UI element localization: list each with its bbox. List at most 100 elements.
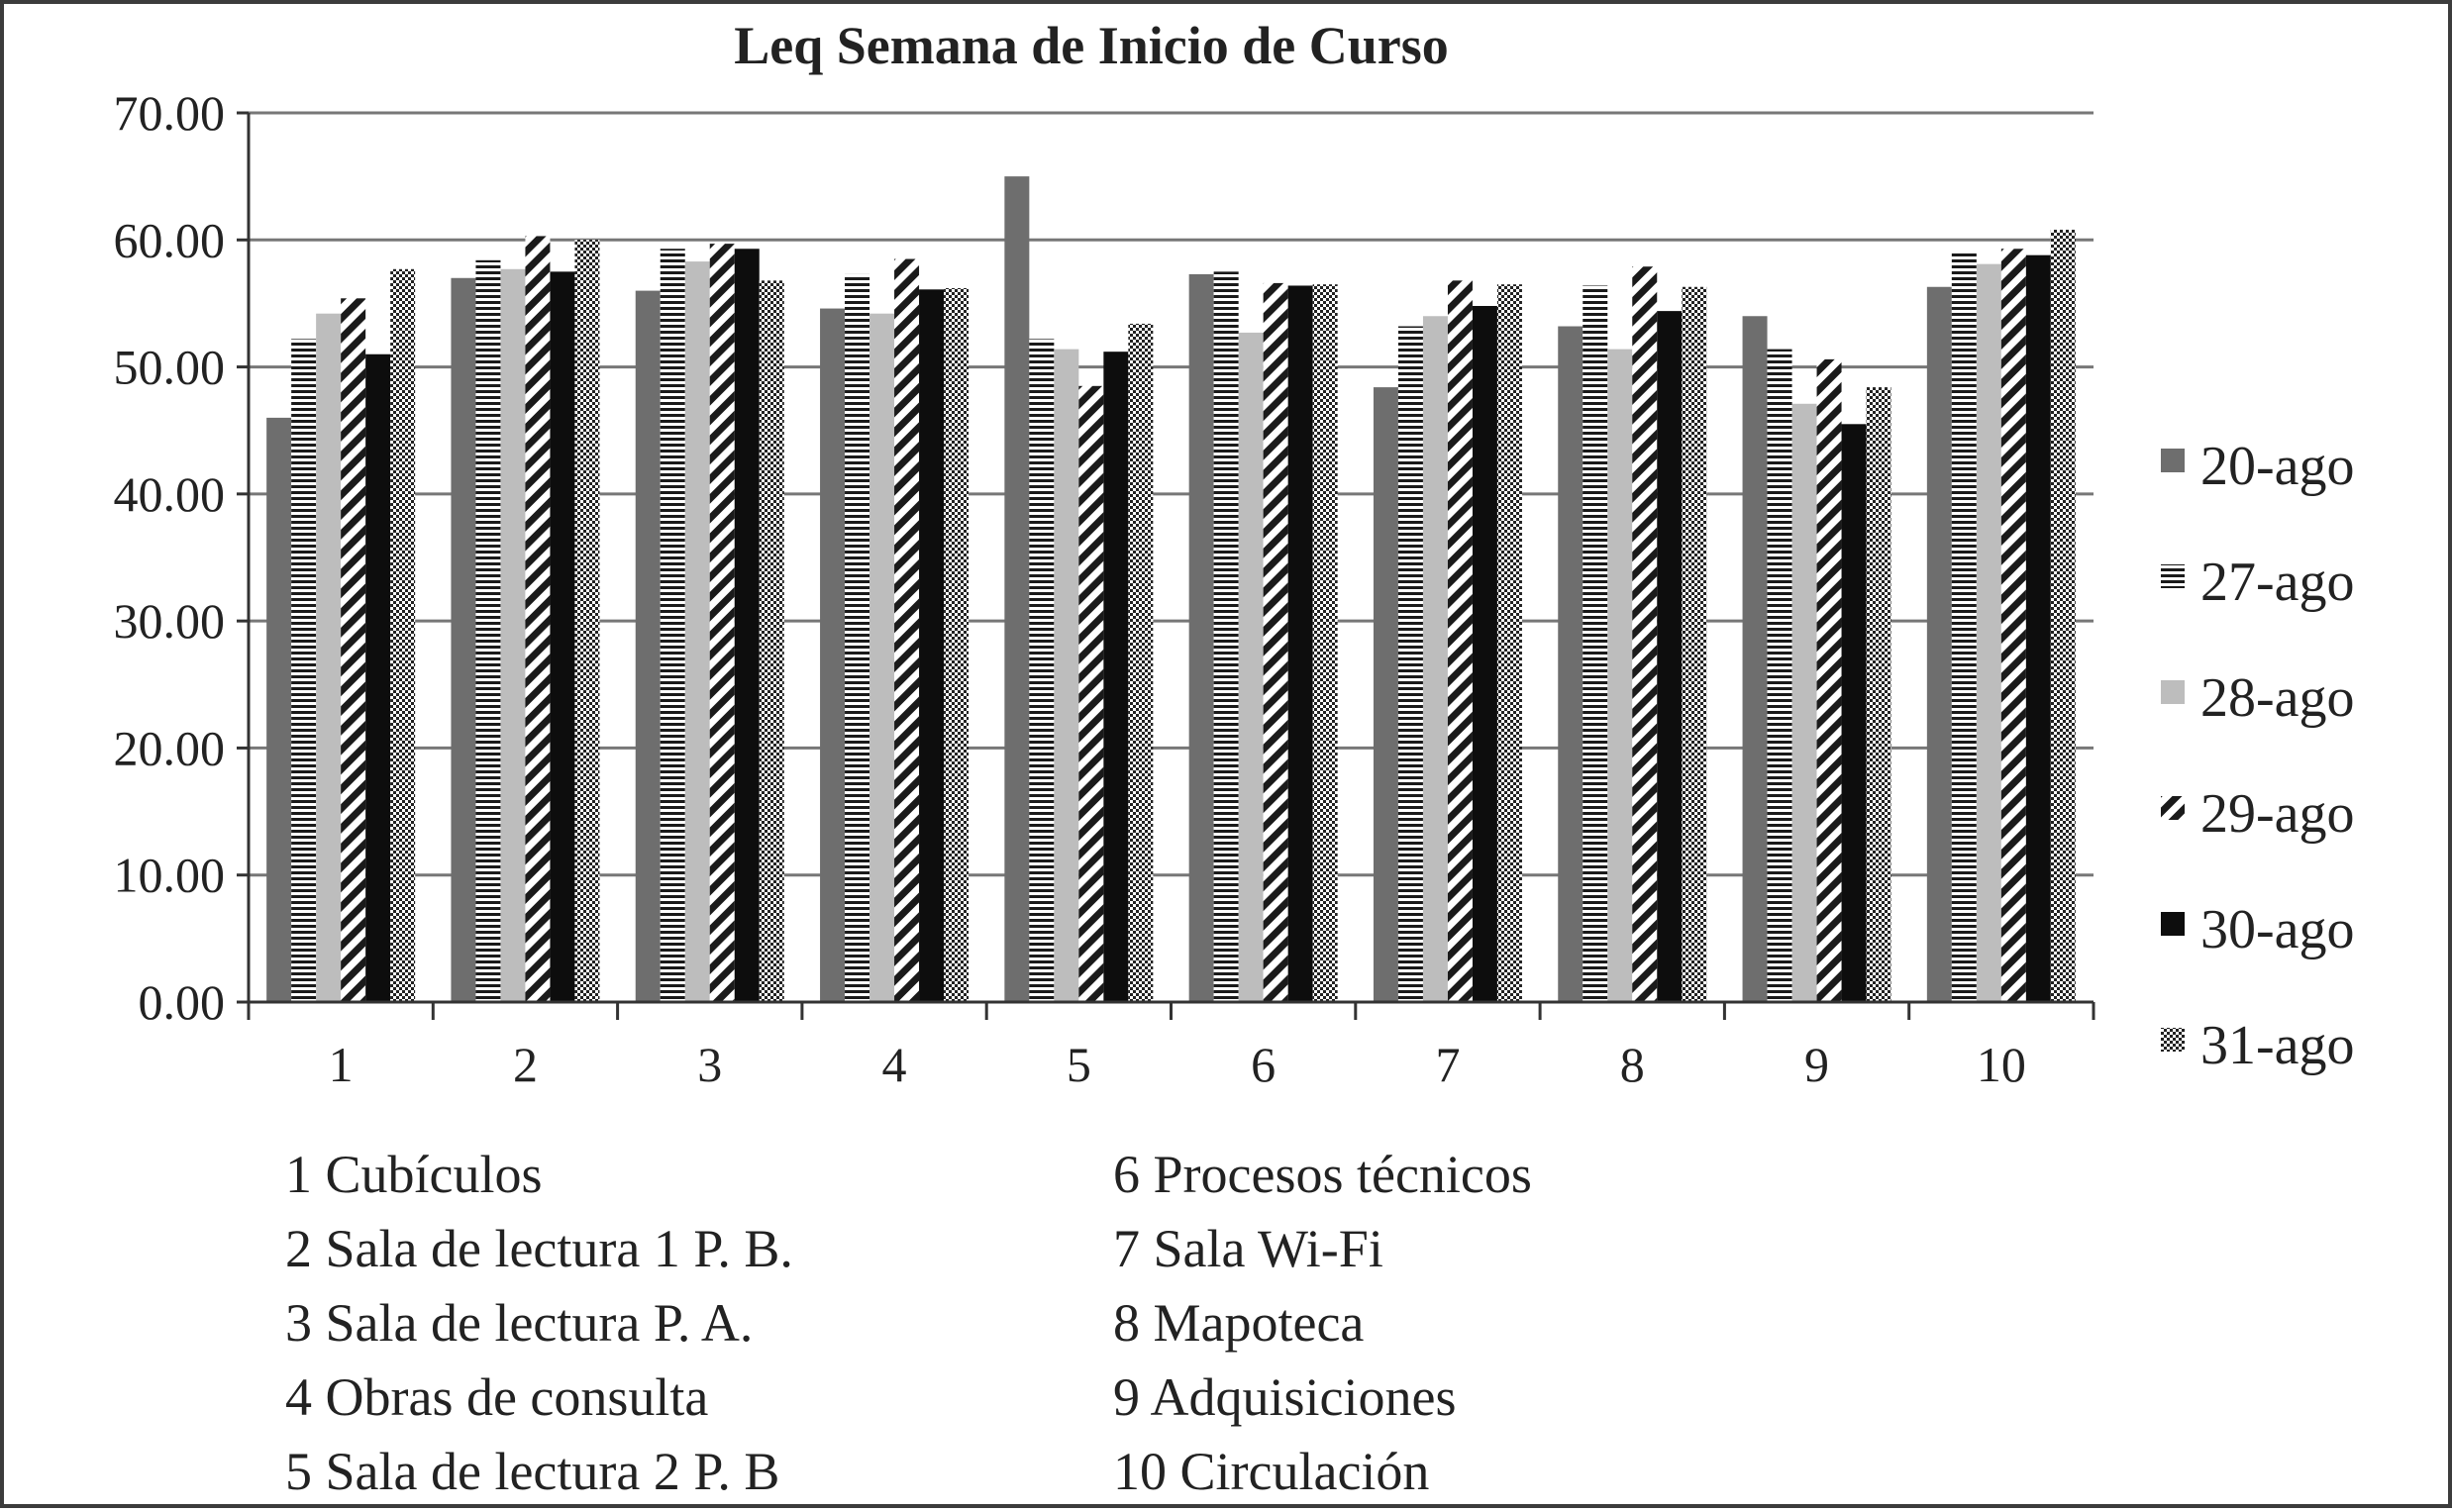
x-axis: 1 2 3 4 5 6 7 8 9 10: [247, 1000, 2095, 1092]
bar-28-ago-cat-3: [684, 261, 710, 1002]
y-tick-label: 40.00: [114, 466, 226, 522]
bar-29-ago-cat-3: [709, 244, 735, 1003]
legend-swatch: [2161, 912, 2185, 936]
x-tick-label: 8: [1620, 1037, 1645, 1092]
category-key-item: 2 Sala de lectura 1 P. B.: [285, 1219, 793, 1278]
category-key-item: 5 Sala de lectura 2 P. B: [285, 1442, 779, 1501]
bar-27-ago-cat-3: [660, 249, 685, 1002]
bar-27-ago-cat-1: [291, 339, 317, 1002]
bar-29-ago-cat-4: [894, 258, 920, 1002]
category-key: 1 Cubículos 2 Sala de lectura 1 P. B. 3 Sa…: [285, 1145, 1532, 1501]
bar-27-ago-cat-5: [1029, 339, 1055, 1002]
legend-label: 28-ago: [2200, 667, 2355, 729]
bar-20-ago-cat-3: [635, 290, 661, 1003]
legend-swatch: [2161, 449, 2185, 472]
bar-chart: Leq Semana de Inicio de Curso 0.00 10.00 2…: [114, 16, 2355, 1501]
bar-30-ago-cat-1: [365, 353, 391, 1002]
x-tick-label: 9: [1804, 1037, 1829, 1092]
bar-20-ago-cat-1: [266, 417, 292, 1002]
bar-29-ago-cat-5: [1078, 385, 1104, 1002]
bar-20-ago-cat-6: [1188, 273, 1214, 1002]
bar-30-ago-cat-2: [550, 271, 575, 1002]
bar-29-ago-cat-7: [1447, 280, 1473, 1002]
category-key-item: 9 Adquisiciones: [1113, 1367, 1457, 1427]
bar-30-ago-cat-4: [919, 289, 945, 1002]
bar-30-ago-cat-5: [1103, 352, 1129, 1003]
legend-swatch: [2161, 564, 2185, 588]
bar-27-ago-cat-10: [1951, 252, 1977, 1003]
x-tick-label: 2: [513, 1037, 538, 1092]
x-tick-label: 4: [882, 1037, 907, 1092]
bar-20-ago-cat-7: [1373, 387, 1398, 1002]
bar-31-ago-cat-5: [1128, 323, 1154, 1002]
bar-20-ago-cat-8: [1558, 326, 1584, 1002]
legend-label: 29-ago: [2200, 783, 2355, 845]
category-key-item: 1 Cubículos: [285, 1145, 543, 1204]
y-tick-label: 10.00: [114, 848, 226, 903]
category-key-item: 7 Sala Wi-Fi: [1113, 1219, 1383, 1278]
y-tick-label: 0.00: [139, 974, 226, 1030]
chart-title: Leq Semana de Inicio de Curso: [734, 16, 1449, 75]
category-key-item: 10 Circulación: [1113, 1442, 1429, 1501]
bar-30-ago-cat-8: [1657, 311, 1683, 1002]
bar-30-ago-cat-7: [1472, 305, 1497, 1003]
bar-28-ago-cat-1: [316, 313, 342, 1003]
bar-31-ago-cat-10: [2050, 230, 2076, 1003]
bar-20-ago-cat-5: [1004, 176, 1030, 1003]
bar-28-ago-cat-7: [1422, 316, 1448, 1002]
bar-29-ago-cat-2: [525, 236, 551, 1003]
bar-27-ago-cat-7: [1397, 326, 1423, 1002]
bar-31-ago-cat-6: [1312, 284, 1338, 1003]
bar-27-ago-cat-2: [475, 259, 501, 1003]
bar-20-ago-cat-9: [1742, 316, 1768, 1002]
y-tick-label: 50.00: [114, 340, 226, 395]
legend-label: 30-ago: [2200, 899, 2355, 960]
legend-swatch: [2161, 796, 2185, 820]
bar-31-ago-cat-2: [574, 240, 600, 1003]
legend-label: 20-ago: [2200, 436, 2355, 497]
bar-31-ago-cat-7: [1496, 284, 1522, 1003]
bar-30-ago-cat-9: [1841, 424, 1867, 1002]
bar-29-ago-cat-10: [2000, 249, 2026, 1002]
bar-31-ago-cat-8: [1682, 286, 1707, 1002]
bar-30-ago-cat-3: [734, 249, 760, 1002]
bar-29-ago-cat-8: [1632, 266, 1658, 1002]
bar-29-ago-cat-6: [1263, 282, 1288, 1003]
legend-swatch: [2161, 680, 2185, 704]
bar-27-ago-cat-8: [1583, 285, 1608, 1002]
bar-20-ago-cat-10: [1926, 286, 1952, 1002]
legend-swatch: [2161, 1028, 2185, 1052]
bar-27-ago-cat-6: [1213, 271, 1239, 1002]
bar-31-ago-cat-3: [759, 280, 784, 1002]
y-tick-label: 30.00: [114, 593, 226, 649]
bar-20-ago-cat-4: [820, 308, 846, 1002]
bar-28-ago-cat-10: [1976, 263, 2001, 1002]
x-tick-label: 3: [697, 1037, 722, 1092]
bar-20-ago-cat-2: [451, 277, 476, 1002]
bar-29-ago-cat-1: [341, 298, 366, 1003]
bar-28-ago-cat-9: [1791, 403, 1817, 1002]
category-key-item: 3 Sala de lectura P. A.: [285, 1293, 753, 1353]
y-tick-label: 70.00: [114, 85, 226, 141]
x-tick-label: 1: [329, 1037, 354, 1092]
bar-27-ago-cat-9: [1767, 349, 1792, 1002]
y-axis: 0.00 10.00 20.00 30.00 40.00 50.00 60.00 70.00: [114, 85, 251, 1030]
legend-label: 27-ago: [2200, 552, 2355, 613]
bar-30-ago-cat-6: [1287, 285, 1313, 1002]
category-key-item: 4 Obras de consulta: [285, 1367, 708, 1427]
legend: 20-ago 27-ago 28-ago 29-ago 30-ago 31-ago: [2161, 436, 2355, 1076]
bar-29-ago-cat-9: [1816, 358, 1842, 1003]
bar-28-ago-cat-5: [1054, 349, 1079, 1002]
bar-31-ago-cat-4: [944, 288, 970, 1002]
x-tick-label: 7: [1435, 1037, 1460, 1092]
category-key-item: 6 Procesos técnicos: [1113, 1145, 1532, 1204]
legend-label: 31-ago: [2200, 1015, 2355, 1076]
category-key-item: 8 Mapoteca: [1113, 1293, 1364, 1353]
bar-28-ago-cat-4: [869, 313, 895, 1003]
bar-28-ago-cat-2: [500, 268, 526, 1002]
bar-31-ago-cat-9: [1866, 387, 1891, 1002]
x-tick-label: 6: [1251, 1037, 1276, 1092]
bar-30-ago-cat-10: [2025, 254, 2051, 1002]
y-tick-label: 20.00: [114, 720, 226, 775]
